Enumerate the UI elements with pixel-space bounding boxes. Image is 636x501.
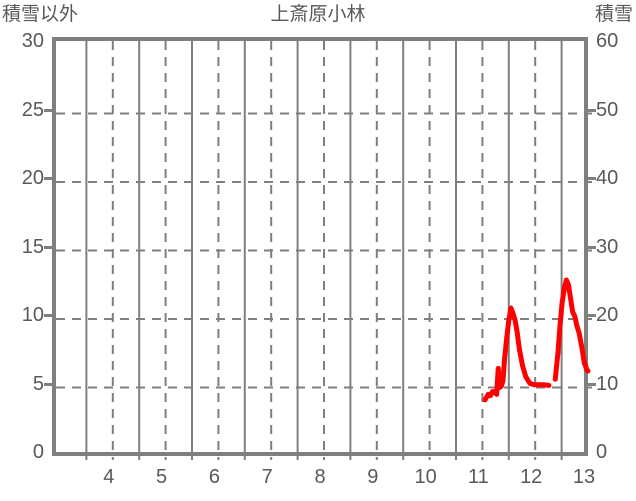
y-axis-right-tick-mark <box>588 314 596 317</box>
y-axis-right-tick-20: 20 <box>596 304 619 326</box>
gridlines <box>56 41 592 460</box>
y-axis-right-tick-10: 10 <box>596 372 619 395</box>
x-axis-tick-12: 12 <box>520 466 543 488</box>
y-axis-right-tick-50: 50 <box>596 98 619 121</box>
y-axis-left-tick-mark <box>44 382 52 386</box>
y-axis-right-tick-mark <box>588 177 596 180</box>
y-axis-left-tick-mark <box>44 108 52 112</box>
x-axis-tick-10: 10 <box>414 466 437 488</box>
y-axis-left-tick-mark <box>44 314 52 317</box>
y-axis-right-tick-mark <box>588 245 596 249</box>
plot-area <box>52 37 592 460</box>
y-axis-left-tick-30: 30 <box>21 30 44 52</box>
x-axis-tick-8: 8 <box>314 466 326 488</box>
left-axis-title: 積雪以外 <box>2 4 79 25</box>
x-axis-tick-7: 7 <box>261 466 273 488</box>
x-axis-tick-13: 13 <box>572 466 596 488</box>
x-axis-tick-9: 9 <box>367 466 379 488</box>
y-axis-left-tick-mark <box>44 177 52 180</box>
y-axis-left-tick-20: 20 <box>21 167 44 189</box>
y-axis-left-tick-mark <box>44 245 52 249</box>
y-axis-right-tick-mark <box>588 382 596 386</box>
page-title: 上斎原小林 <box>270 4 366 25</box>
x-axis-tick-11: 11 <box>468 466 489 488</box>
y-axis-right-tick-mark <box>588 108 596 112</box>
y-axis-right-tick-40: 40 <box>596 167 619 189</box>
y-axis-right-tick-30: 30 <box>596 235 619 258</box>
plot-inner <box>56 41 592 460</box>
y-axis-left-tick-10: 10 <box>21 304 44 326</box>
y-axis-left-tick-25: 25 <box>21 98 44 121</box>
y-axis-left-tick-5: 5 <box>32 372 44 395</box>
y-axis-left-tick-15: 15 <box>21 235 44 258</box>
x-axis-tick-4: 4 <box>103 466 115 488</box>
x-axis-tick-6: 6 <box>208 466 220 488</box>
y-axis-right-tick-0: 0 <box>596 441 608 463</box>
y-axis-left-tick-0: 0 <box>32 441 44 463</box>
y-axis-right-tick-60: 60 <box>596 30 619 52</box>
x-axis-tick-5: 5 <box>156 466 168 488</box>
right-axis-title: 積雪 <box>594 4 633 25</box>
data-series-snow-depth <box>482 277 591 403</box>
